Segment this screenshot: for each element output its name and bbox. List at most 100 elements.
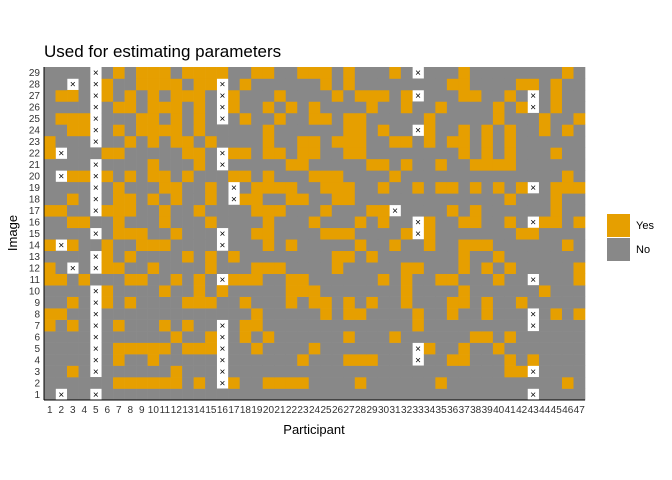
heatmap-cell bbox=[228, 331, 240, 343]
excluded-marker: × bbox=[219, 275, 225, 286]
excluded-cell bbox=[90, 262, 101, 274]
excluded-cell bbox=[90, 320, 101, 331]
heatmap-cell bbox=[504, 285, 517, 297]
heatmap-cell bbox=[377, 239, 390, 252]
heatmap-cell bbox=[251, 354, 264, 366]
heatmap-cell bbox=[538, 89, 551, 102]
heatmap-cell bbox=[147, 239, 160, 252]
heatmap-cell bbox=[504, 239, 517, 252]
heatmap-cell bbox=[159, 296, 171, 309]
heatmap-cell bbox=[147, 124, 160, 137]
heatmap-cell bbox=[274, 112, 287, 125]
heatmap-cell bbox=[550, 135, 563, 148]
heatmap-cell bbox=[262, 135, 275, 148]
excluded-cell bbox=[90, 182, 101, 193]
heatmap-cell bbox=[446, 147, 459, 160]
heatmap-cell bbox=[320, 193, 333, 206]
heatmap-cell bbox=[78, 319, 91, 332]
heatmap-cell bbox=[320, 147, 333, 160]
heatmap-cell bbox=[550, 158, 563, 171]
heatmap-cell bbox=[274, 250, 287, 263]
heatmap-cell bbox=[504, 89, 517, 102]
heatmap-cell bbox=[538, 365, 551, 378]
heatmap-cell bbox=[515, 170, 528, 183]
heatmap-cell bbox=[67, 308, 79, 320]
heatmap-cell bbox=[78, 262, 91, 274]
heatmap-cell bbox=[136, 273, 148, 286]
heatmap-cell bbox=[561, 273, 574, 286]
excluded-cell bbox=[528, 216, 539, 228]
heatmap-cell bbox=[205, 354, 217, 366]
x-tick-label: 12 bbox=[171, 405, 183, 416]
heatmap-cell bbox=[469, 285, 482, 297]
excluded-cell bbox=[217, 159, 228, 170]
heatmap-cell bbox=[446, 354, 459, 366]
heatmap-cell bbox=[435, 377, 448, 389]
x-tick-label: 34 bbox=[424, 405, 436, 416]
heatmap-cell bbox=[435, 273, 448, 286]
heatmap-cell bbox=[412, 101, 425, 114]
heatmap-cell bbox=[538, 170, 551, 183]
heatmap-cell bbox=[78, 147, 91, 160]
heatmap-cell bbox=[423, 204, 436, 217]
heatmap-cell bbox=[423, 377, 436, 389]
heatmap-cell bbox=[90, 273, 102, 286]
heatmap-cell bbox=[343, 181, 356, 194]
heatmap-cell bbox=[550, 365, 563, 378]
heatmap-cell bbox=[44, 147, 56, 160]
heatmap-cell bbox=[297, 158, 310, 171]
heatmap-cell bbox=[308, 308, 321, 320]
heatmap-cell bbox=[78, 331, 91, 343]
heatmap-cell bbox=[377, 204, 390, 217]
heatmap-cell bbox=[239, 285, 252, 297]
heatmap-cell bbox=[308, 388, 321, 401]
heatmap-cell bbox=[205, 78, 217, 91]
heatmap-cell bbox=[274, 227, 287, 240]
heatmap-cell bbox=[159, 319, 171, 332]
heatmap-cell bbox=[331, 354, 344, 366]
heatmap-cell bbox=[285, 308, 298, 320]
heatmap-cell bbox=[251, 285, 264, 297]
heatmap-cell bbox=[216, 135, 229, 148]
x-tick-label: 6 bbox=[105, 405, 111, 416]
heatmap-cell bbox=[492, 262, 505, 274]
heatmap-cell bbox=[515, 227, 528, 240]
heatmap-cell bbox=[101, 193, 114, 206]
heatmap-cell bbox=[561, 124, 574, 137]
heatmap-cell bbox=[228, 262, 240, 274]
excluded-cell bbox=[90, 79, 101, 90]
heatmap-cell bbox=[124, 227, 137, 240]
heatmap-cell bbox=[182, 365, 194, 378]
excluded-marker: × bbox=[93, 286, 99, 297]
heatmap-cell bbox=[182, 342, 194, 355]
heatmap-cell bbox=[113, 227, 125, 240]
excluded-cell bbox=[217, 377, 228, 388]
x-tick-label: 22 bbox=[286, 405, 298, 416]
heatmap-cell bbox=[354, 112, 367, 125]
heatmap-cell bbox=[446, 377, 459, 389]
heatmap-cell bbox=[538, 67, 551, 79]
heatmap-cell bbox=[205, 101, 217, 114]
heatmap-cell bbox=[124, 124, 137, 137]
heatmap-cell bbox=[527, 377, 540, 389]
heatmap-cell bbox=[504, 101, 517, 114]
heatmap-cell bbox=[262, 158, 275, 171]
heatmap-cell bbox=[527, 204, 540, 217]
heatmap-cell bbox=[469, 308, 482, 320]
heatmap-cell bbox=[262, 377, 275, 389]
heatmap-cell bbox=[412, 262, 425, 274]
heatmap-cell bbox=[308, 135, 321, 148]
heatmap-cell bbox=[538, 158, 551, 171]
heatmap-cell bbox=[423, 262, 436, 274]
heatmap-cell bbox=[550, 319, 563, 332]
heatmap-cell bbox=[573, 377, 586, 389]
heatmap-cell bbox=[320, 239, 333, 252]
excluded-marker: × bbox=[93, 390, 99, 401]
heatmap-cell bbox=[435, 227, 448, 240]
heatmap-cell bbox=[366, 296, 379, 309]
heatmap-cell bbox=[515, 250, 528, 263]
heatmap-cell bbox=[101, 89, 114, 102]
excluded-marker: × bbox=[415, 91, 421, 102]
heatmap-cell bbox=[492, 342, 505, 355]
heatmap-cell bbox=[251, 331, 264, 343]
